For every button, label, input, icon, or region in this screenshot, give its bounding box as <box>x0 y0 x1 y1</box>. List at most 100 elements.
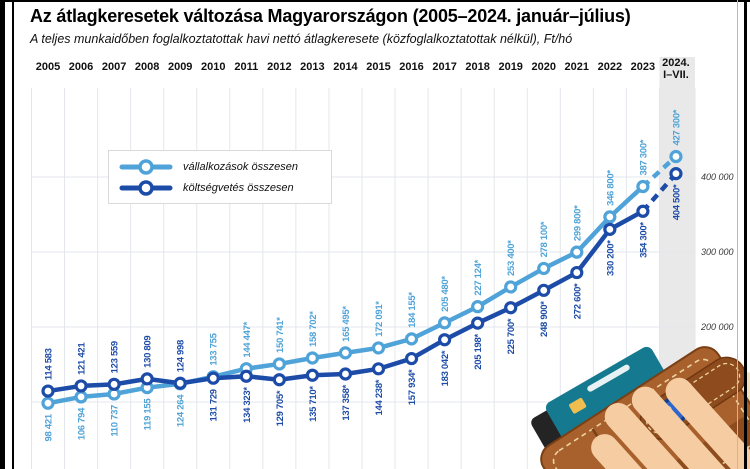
data-point <box>107 377 121 391</box>
y-axis-tick-label: 100 000 <box>701 397 734 407</box>
y-axis-tick-label: 200 000 <box>700 322 734 332</box>
data-point <box>305 351 319 365</box>
data-point <box>603 222 617 236</box>
year-label: 2020 <box>532 61 556 73</box>
data-label: 225 700* <box>506 318 517 354</box>
data-label: 172 091* <box>374 301 385 337</box>
year-label: 2008 <box>135 61 159 73</box>
data-point <box>338 346 353 360</box>
data-point <box>570 245 584 259</box>
year-label: 2019 <box>498 61 522 73</box>
data-label: 135 710* <box>308 386 319 422</box>
data-label: 123 559 <box>110 341 121 373</box>
data-point <box>74 379 88 393</box>
data-point <box>504 280 518 294</box>
series-line <box>47 209 644 394</box>
data-label: 144 238* <box>374 379 385 415</box>
data-label: 387 300* <box>638 139 649 175</box>
year-label: 2022 <box>598 61 622 73</box>
data-point <box>570 265 584 280</box>
legend-marker-businesses-icon <box>119 158 173 175</box>
data-point <box>371 362 386 376</box>
frame-right-inner-border <box>737 0 738 469</box>
data-point <box>603 210 617 224</box>
data-point <box>338 367 353 381</box>
data-label: 253 400* <box>506 240 517 276</box>
frame-left-border <box>12 0 14 469</box>
data-label: 183 042* <box>440 350 451 386</box>
data-label: 114 583 <box>44 348 55 380</box>
data-label: 131 729 <box>209 389 220 421</box>
data-label: 157 934* <box>407 369 418 405</box>
data-label: 227 124* <box>473 259 484 295</box>
data-label: 106 794 <box>77 407 88 440</box>
data-label: 205 198* <box>473 334 484 370</box>
legend-item-government: költségvetés összesen <box>119 178 321 198</box>
data-label: 427 300* <box>671 109 682 145</box>
year-label: 2017 <box>432 61 456 73</box>
data-label: 137 358* <box>341 384 352 420</box>
data-point <box>669 149 683 164</box>
data-label: 133 755 <box>209 332 220 365</box>
data-label: 129 705* <box>275 390 286 426</box>
year-label: 2013 <box>300 61 324 73</box>
data-label: 134 323* <box>242 387 253 423</box>
data-label: 119 155 <box>143 398 154 431</box>
data-label: 184 155* <box>407 292 418 328</box>
y-axis-tick-label: 400 000 <box>701 172 734 182</box>
year-label: 2006 <box>69 61 93 73</box>
data-point <box>206 371 220 385</box>
data-label: 330 200* <box>605 240 616 276</box>
data-label: 158 702* <box>308 311 319 347</box>
year-label: 2007 <box>102 61 126 73</box>
data-point <box>305 368 319 382</box>
data-label: 165 495* <box>341 306 352 342</box>
data-point <box>438 333 452 347</box>
data-label: 205 480* <box>440 276 451 312</box>
series-line-dashed-forecast <box>641 154 678 189</box>
year-label: 2014 <box>333 61 358 73</box>
data-label: 124 264 <box>176 394 187 427</box>
page-subtitle: A teljes munkaidőben foglalkoztatottak h… <box>30 32 573 46</box>
data-point <box>404 351 419 366</box>
data-label: 346 800* <box>605 170 616 206</box>
data-label: 144 447* <box>242 321 253 357</box>
year-label: 2021 <box>565 61 589 73</box>
year-label: 2012 <box>267 61 291 73</box>
data-label: 404 500* <box>671 184 682 220</box>
year-label: 2010 <box>201 61 225 73</box>
data-label: 110 737 <box>110 405 121 437</box>
data-label: 150 741* <box>275 317 286 353</box>
legend-label-businesses: vállalkozások összesen <box>183 160 298 173</box>
data-point <box>41 384 55 398</box>
frame-right-border <box>744 0 747 469</box>
data-label: 124 998 <box>176 340 187 372</box>
data-point <box>404 332 419 346</box>
data-point <box>272 357 286 371</box>
data-point <box>471 300 485 314</box>
data-point <box>636 204 650 218</box>
data-point <box>504 301 518 315</box>
data-label: 354 300* <box>638 222 649 258</box>
data-point <box>537 283 551 297</box>
data-point <box>537 261 551 276</box>
data-point <box>371 341 386 355</box>
page-title: Az átlagkeresetek változása Magyarország… <box>30 6 631 26</box>
data-point <box>173 376 187 390</box>
data-label: 248 900* <box>539 301 550 337</box>
year-label: 2009 <box>168 61 192 73</box>
data-point <box>438 316 452 330</box>
frame-top-border <box>0 0 750 2</box>
data-point <box>669 167 683 181</box>
year-label: 2011 <box>234 61 258 73</box>
legend-marker-government-icon <box>119 179 173 196</box>
year-label: 2018 <box>465 61 489 73</box>
data-label: 130 809 <box>143 336 154 368</box>
year-label: 2016 <box>399 61 423 73</box>
legend-item-businesses: vállalkozások összesen <box>119 157 321 177</box>
data-label: 121 421 <box>77 342 88 375</box>
frame-left-bar <box>0 0 5 469</box>
year-label: 2005 <box>36 61 60 73</box>
data-point <box>471 316 485 330</box>
data-point <box>74 390 88 404</box>
